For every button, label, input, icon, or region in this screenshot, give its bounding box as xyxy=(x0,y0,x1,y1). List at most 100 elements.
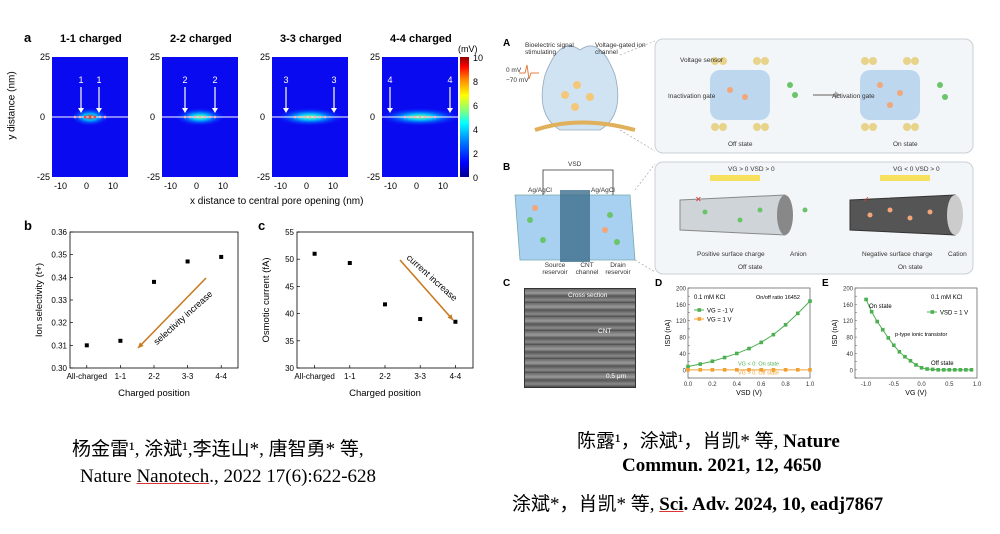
charge-site xyxy=(103,115,107,119)
charge-site xyxy=(88,115,92,119)
y-tick-label: 200 xyxy=(843,287,854,293)
data-point xyxy=(84,343,89,348)
colorbar-tick: 6 xyxy=(473,101,479,111)
legend-label: VG = 1 V xyxy=(707,318,732,324)
series-point xyxy=(698,362,702,366)
annotation-conc: 0.1 mM KCl xyxy=(694,295,725,301)
schematic-B: ✕ ✓ xyxy=(514,161,974,275)
series-point xyxy=(964,368,968,372)
series-point xyxy=(958,368,963,372)
series-point xyxy=(886,336,891,340)
charge-site xyxy=(403,115,407,119)
series-point xyxy=(808,368,812,372)
colorbar-tick: 8 xyxy=(473,77,479,87)
label-off-state-B: Off state xyxy=(738,264,763,271)
heatmap-xtick: -10 xyxy=(164,181,178,191)
label-activation-gate: Activation gate xyxy=(832,93,875,100)
svg-text:✓: ✓ xyxy=(863,195,870,204)
label-cnt-channel: CNT channel xyxy=(575,262,599,276)
series-point xyxy=(735,351,739,356)
colorbar-tick: 10 xyxy=(473,53,484,63)
legend-positive-charge: Positive surface charge xyxy=(697,251,765,258)
y-tick-label: 0.35 xyxy=(51,251,67,260)
y-axis-label: ISD (nA) xyxy=(665,320,672,347)
series-point xyxy=(686,368,690,372)
heatmap-xtick: 10 xyxy=(438,181,449,191)
charge-site xyxy=(208,115,212,119)
data-point xyxy=(219,254,224,259)
charge-site xyxy=(308,115,312,119)
series-point xyxy=(880,327,885,332)
x-tick-label: -1.0 xyxy=(861,382,872,388)
marker-label: 1 xyxy=(97,75,102,85)
heatmap-ytick: 0 xyxy=(260,112,266,122)
heatmap-title: 2-2 charged xyxy=(170,33,232,45)
heatmap-xtick: 0 xyxy=(194,181,200,191)
panel-A-letter: A xyxy=(503,38,511,49)
charge-site xyxy=(203,115,207,119)
panel-D-letter: D xyxy=(655,278,663,289)
x-tick-label: All-charged xyxy=(67,372,107,381)
heatmap-ytick: -25 xyxy=(257,172,271,182)
citation-right-line1: 陈露¹，涂斌¹，肖凯* 等, Nature xyxy=(577,426,840,453)
annotation-ratio: On/off ratio 16452 xyxy=(756,295,800,301)
label-vsd: VSD xyxy=(568,161,582,168)
citation-right-ref: Commun. 2021, 12, 4650 xyxy=(622,455,822,476)
marker-arrowhead xyxy=(331,108,337,113)
x-axis-label: Charged position xyxy=(349,388,421,399)
y-tick-label: 0.36 xyxy=(51,228,67,237)
plot-frame xyxy=(854,287,978,379)
x-tick-label: 0.5 xyxy=(945,382,954,388)
y-tick-label: 40 xyxy=(846,352,853,358)
series-point xyxy=(722,355,727,360)
colorbar-unit: (mV) xyxy=(458,44,478,54)
heatmap-xtick: -10 xyxy=(274,181,288,191)
x-axis-label: VSD (V) xyxy=(736,390,762,397)
series-point xyxy=(783,368,788,372)
label-70mv: −70 mV xyxy=(506,77,529,84)
charge-site xyxy=(298,115,302,119)
panel-c-letter: c xyxy=(258,218,266,233)
marker-arrowhead xyxy=(283,108,289,113)
charge-site xyxy=(193,115,197,119)
y-tick-label: 120 xyxy=(843,319,854,325)
series-point xyxy=(869,309,874,314)
label-on-bias: VG < 0 VSD > 0 xyxy=(893,166,940,173)
citation-right-line3: 涂斌*，肖凯* 等, Sci. Adv. 2024, 10, eadj7867 xyxy=(512,489,883,516)
x-tick-label: 2-2 xyxy=(148,372,160,381)
label-0mv: 0 mV xyxy=(506,67,522,74)
y-tick-label: 0 xyxy=(683,368,687,374)
annotation-ptype: p-type ionic transistor xyxy=(895,332,947,338)
heatmap-xtick: -10 xyxy=(54,181,68,191)
series-point xyxy=(953,368,957,372)
label-on-state-B: On state xyxy=(898,264,923,271)
label-voltage-sensor: Voltage sensor xyxy=(680,57,724,64)
heatmap-ytick: 25 xyxy=(150,52,161,62)
y-tick-label: 0.31 xyxy=(51,341,67,350)
series-point xyxy=(747,346,751,351)
charge-site xyxy=(323,115,327,119)
marker-label: 4 xyxy=(388,75,393,85)
plot-frame xyxy=(687,287,811,379)
heatmap-xtick: -10 xyxy=(384,181,398,191)
annotation-off: Off state xyxy=(931,361,954,367)
charge-site xyxy=(213,115,217,119)
label-off-bias: VG > 0 VSD > 0 xyxy=(728,166,775,173)
label-agcl-left: Ag/AgCl xyxy=(528,187,552,194)
data-point xyxy=(185,259,190,264)
x-tick-label: 1.0 xyxy=(973,382,982,388)
series-point xyxy=(941,368,946,372)
y-tick-label: 160 xyxy=(676,303,687,309)
x-tick-label: 4-4 xyxy=(215,372,227,381)
panel-a-xlabel: x distance to central pore opening (nm) xyxy=(190,196,364,207)
series-point xyxy=(796,368,800,372)
marker-label: 3 xyxy=(284,75,289,85)
panel-a-ylabel: y distance (nm) xyxy=(6,71,18,140)
colorbar-tick: 0 xyxy=(473,173,479,183)
panel-C-letter: C xyxy=(503,278,511,289)
annotation-on: VG < 0: On state xyxy=(738,362,779,368)
charge-site xyxy=(183,115,187,119)
